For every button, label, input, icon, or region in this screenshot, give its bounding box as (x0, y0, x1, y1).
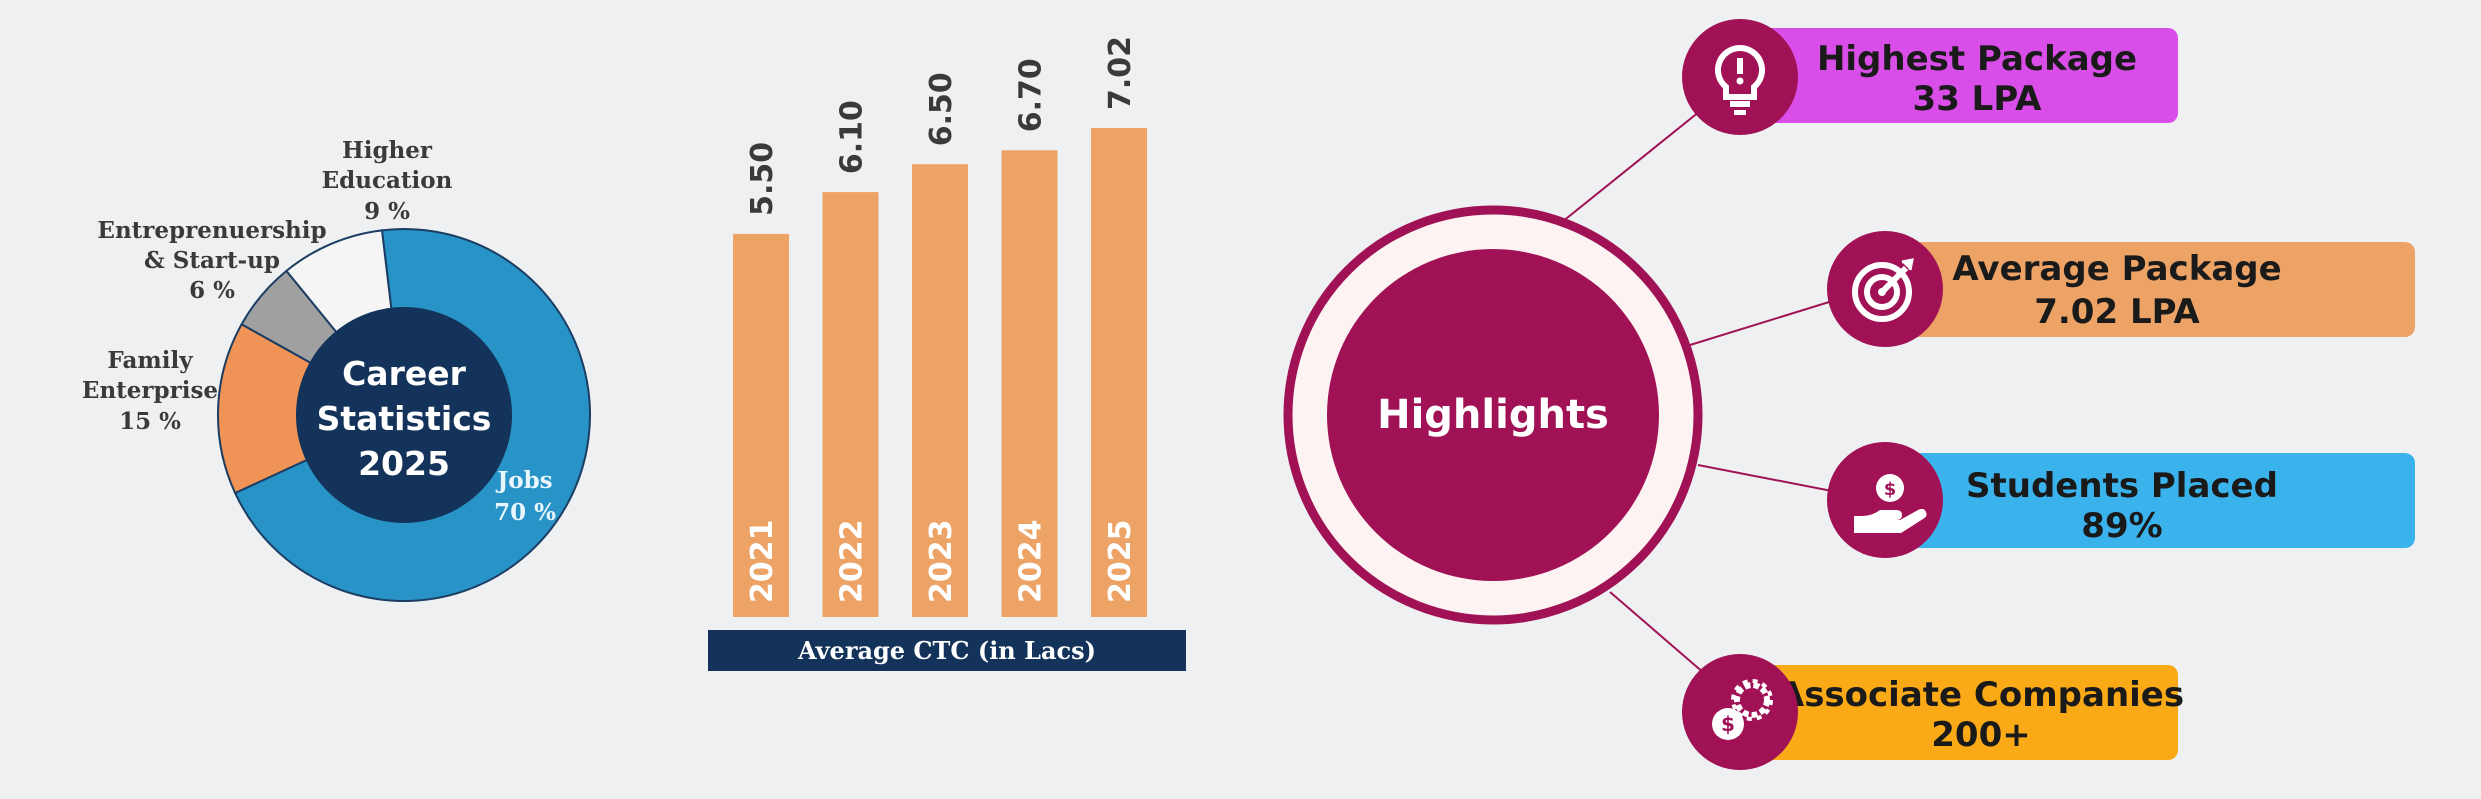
connector-line-1 (1561, 94, 1721, 223)
x-axis-label: Average CTC (in Lacs) (797, 636, 1096, 665)
card-3-line1: Students Placed (1966, 466, 2278, 506)
highlight-card-average-package: Average Package 7.02 LPA (1827, 231, 2415, 347)
average-ctc-bar-chart: 5.50 2021 6.10 2022 6.50 2023 6.70 2024 7.02 2025… (690, 0, 1210, 795)
bar-value-label-2024: 6.70 (1014, 58, 1049, 132)
bar-2021 (733, 233, 789, 617)
xlabel-band (708, 630, 1186, 671)
card-4-line2: 200+ (1931, 715, 2030, 755)
label-jobs-name: Jobs (495, 467, 552, 494)
highlight-card-associate-companies: Associate Companies 200+ $ (1682, 654, 2184, 770)
card-4-line1: Associate Companies (1778, 675, 2184, 715)
bar-value-label-2023: 6.50 (924, 72, 959, 146)
donut-center-line2: Statistics (317, 399, 492, 438)
highlight-card-students-placed: Students Placed 89% $ (1827, 442, 2415, 558)
label-entre-value: 6 % (189, 277, 235, 304)
donut-center-circle (296, 307, 512, 523)
card-2-bg (1910, 242, 2415, 337)
bar-2022 (822, 192, 879, 618)
card-3-line2: 89% (2081, 506, 2162, 546)
bar-2025 (1091, 128, 1147, 617)
bar-category-label-2021: 2021 (745, 520, 780, 604)
bar-category-label-2024: 2024 (1014, 520, 1049, 604)
label-jobs-value: 70 % (494, 499, 556, 526)
label-family-line1: Family (107, 347, 193, 374)
bars-group: 5.50 2021 6.10 2022 6.50 2023 6.70 2024 7.02 2025 (733, 36, 1147, 618)
card-2-line2: 7.02 LPA (2034, 292, 2200, 332)
card-4-icon-circle (1682, 654, 1798, 770)
card-1-line2: 33 LPA (1913, 79, 2043, 119)
donut-center-line3: 2025 (358, 444, 450, 483)
bar-category-label-2025: 2025 (1103, 520, 1138, 604)
bar-2023 (912, 164, 968, 617)
career-statistics-donut-chart: Career Statistics 2025 Jobs 70 % Family … (0, 0, 640, 795)
label-higher-line1: Higher (342, 137, 433, 164)
card-1-bg (1760, 28, 2178, 123)
card-2-line1: Average Package (1952, 249, 2281, 289)
connector-line-4 (1609, 591, 1713, 681)
bar-value-label-2025: 7.02 (1103, 36, 1138, 110)
bar-2024 (1001, 150, 1058, 618)
card-4-bg (1760, 665, 2178, 760)
highlights-panel: Highlights Highest Package 33 LPA Averag… (1250, 0, 2481, 795)
label-entre-line2: & Start-up (144, 247, 280, 274)
label-family-line2: Enterprise (82, 377, 218, 404)
bar-category-label-2023: 2023 (924, 520, 959, 604)
gear-dollar-icon: $ (1712, 679, 1773, 740)
highlights-title: Highlights (1377, 392, 1609, 438)
highlights-svg: Highlights Highest Package 33 LPA Averag… (1283, 19, 2415, 770)
label-higher-line2: Education (322, 167, 453, 194)
label-entre-line1: Entreprenuership (97, 217, 326, 244)
bar-svg: 5.50 2021 6.10 2022 6.50 2023 6.70 2024 7.02 2025… (708, 36, 1186, 671)
card-1-icon-circle (1682, 19, 1798, 135)
target-icon (1852, 258, 1914, 322)
svg-text:$: $ (1884, 479, 1897, 500)
card-1-line1: Highest Package (1817, 39, 2137, 79)
card-3-bg (1910, 453, 2415, 548)
label-family-value: 15 % (119, 408, 181, 435)
highlights-inner-circle (1327, 249, 1659, 581)
lightbulb-icon (1714, 44, 1766, 115)
donut-svg: Career Statistics 2025 Jobs 70 % Family … (82, 137, 591, 602)
highlight-card-highest-package: Highest Package 33 LPA (1682, 19, 2178, 135)
bar-category-label-2022: 2022 (835, 520, 870, 604)
svg-text:$: $ (1721, 712, 1735, 736)
hand-coin-icon: $ (1854, 474, 1927, 533)
bar-value-label-2021: 5.50 (745, 142, 780, 216)
label-higher-value: 9 % (364, 198, 410, 225)
donut-center-line1: Career (342, 354, 467, 393)
bar-value-label-2022: 6.10 (835, 100, 870, 174)
